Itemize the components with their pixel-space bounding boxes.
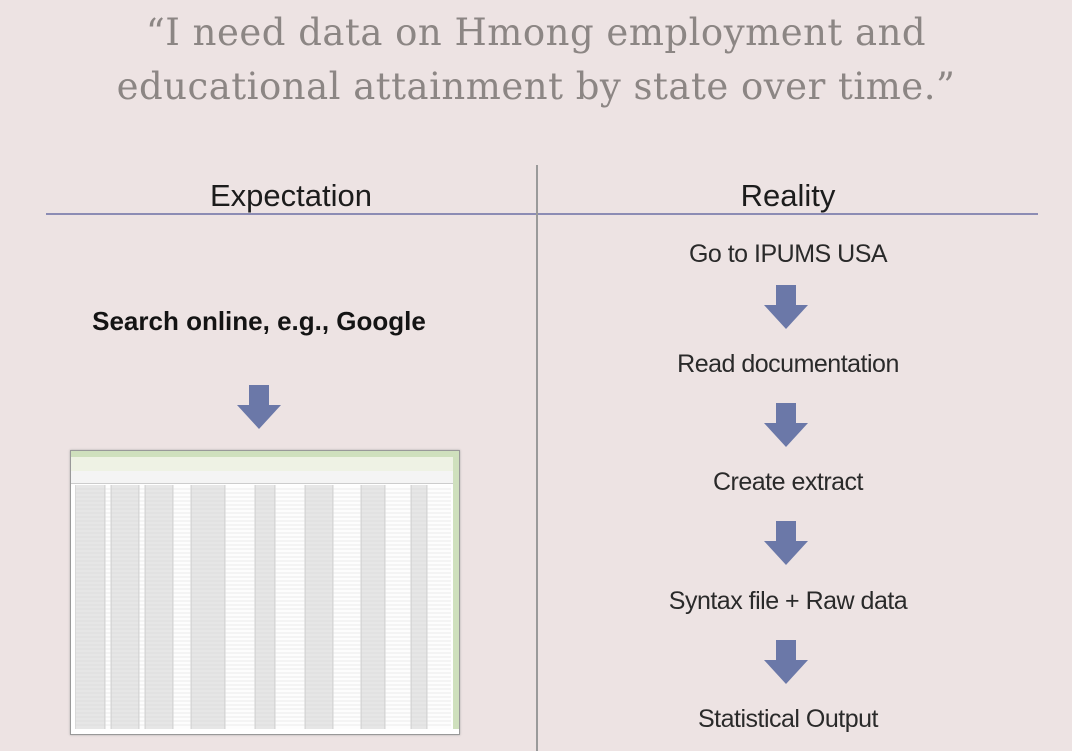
down-arrow-icon <box>764 521 808 565</box>
reality-step-3: Create extract <box>712 468 864 496</box>
expectation-heading: Expectation <box>210 178 372 213</box>
down-arrow-icon <box>764 403 808 447</box>
quote-title: “I need data on Hmong employment and edu… <box>0 6 1072 114</box>
quote-line-1: “I need data on Hmong employment and <box>145 11 927 54</box>
search-online-step: Search online, e.g., Google <box>92 306 426 336</box>
down-arrow-icon <box>237 385 281 429</box>
spreadsheet-thumbnail <box>70 450 460 735</box>
column-divider <box>536 165 538 751</box>
reality-step-4: Syntax file + Raw data <box>668 587 908 615</box>
reality-step-5: Statistical Output <box>698 705 878 733</box>
reality-step-1: Go to IPUMS USA <box>688 240 888 268</box>
down-arrow-icon <box>764 640 808 684</box>
quote-line-2: educational attainment by state over tim… <box>116 65 956 108</box>
reality-heading: Reality <box>740 178 836 213</box>
reality-step-2: Read documentation <box>677 350 899 378</box>
down-arrow-icon <box>764 285 808 329</box>
header-divider <box>46 213 1038 215</box>
spreadsheet-grid <box>75 485 451 729</box>
